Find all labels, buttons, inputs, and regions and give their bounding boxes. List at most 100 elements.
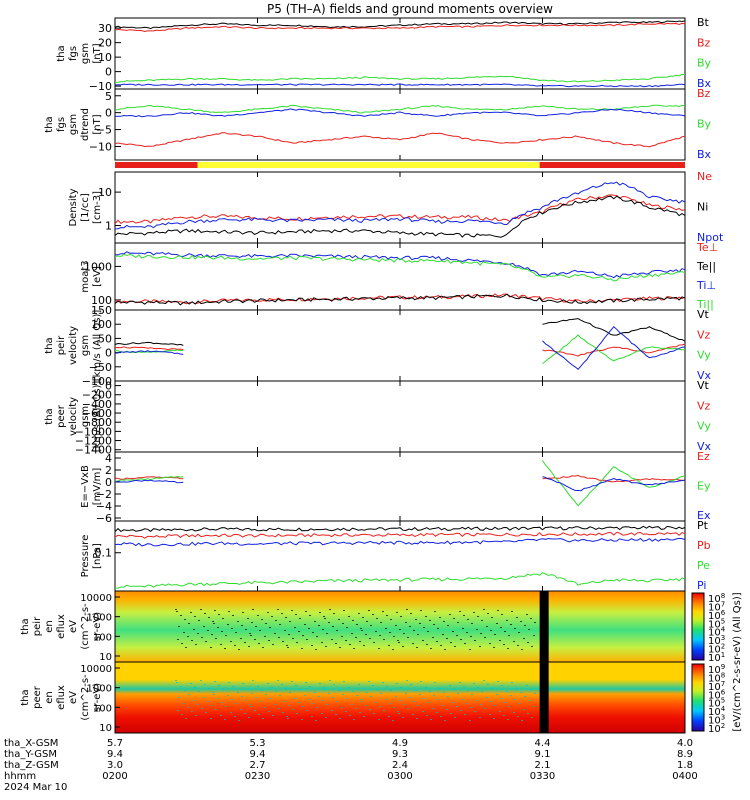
spectrogram-speck bbox=[291, 681, 293, 682]
spectrogram-speck bbox=[361, 701, 363, 702]
spectrogram-speck bbox=[295, 685, 297, 686]
spectrogram-speck bbox=[463, 686, 465, 687]
spectrogram-speck bbox=[298, 702, 300, 703]
spectrogram-speck bbox=[413, 630, 415, 631]
spectrogram-speck bbox=[325, 646, 327, 647]
spectrogram-speck bbox=[281, 613, 283, 614]
spectrogram-speck bbox=[203, 697, 205, 698]
series-line-Ti|| bbox=[114, 253, 686, 282]
spectrogram-speck bbox=[517, 645, 519, 646]
y-tick-label: 0.1 bbox=[95, 547, 113, 560]
spectrogram-speck bbox=[213, 623, 215, 624]
spectrogram-speck bbox=[218, 685, 220, 686]
colorbar-tick-exponent: 8 bbox=[721, 592, 725, 600]
spectrogram-speck bbox=[224, 719, 226, 720]
legend-entry: Npot bbox=[697, 231, 724, 244]
spectrogram-speck bbox=[237, 692, 239, 693]
spectrogram-speck bbox=[489, 714, 491, 715]
panel-peir_eflux: tha peir en eflux eV (cm^2-s-sr-eV)1010010001… bbox=[20, 590, 743, 732]
spectrogram-speck bbox=[201, 637, 203, 638]
spectrogram-speck bbox=[368, 681, 370, 682]
x-axis-row-label: tha_Z-GSM bbox=[4, 760, 59, 771]
spectrogram-speck bbox=[366, 621, 368, 622]
spectrogram-speck bbox=[183, 632, 185, 633]
spectrogram-speck bbox=[261, 690, 263, 691]
spectrogram-speck bbox=[503, 715, 505, 716]
y-tick-label: 100 bbox=[93, 703, 112, 714]
series-line-Pe bbox=[114, 572, 686, 589]
spectrogram-speck bbox=[462, 699, 464, 700]
spectrogram-speck bbox=[265, 694, 267, 695]
legend-entry: Bt bbox=[697, 16, 710, 29]
y-axis-label: dtrend bbox=[80, 108, 91, 141]
colorbar-tick-label: 102 bbox=[708, 722, 725, 735]
spectrogram-speck bbox=[249, 704, 251, 705]
spectrogram-speck bbox=[355, 708, 357, 709]
spectrogram-speck bbox=[389, 703, 391, 704]
spectrogram-speck bbox=[240, 709, 242, 710]
x-tick-label: 4.9 bbox=[392, 738, 408, 749]
spectrogram-speck bbox=[235, 632, 237, 633]
spectrogram-speck bbox=[207, 701, 209, 702]
spectrogram-speck bbox=[420, 681, 422, 682]
spectrogram-speck bbox=[497, 681, 499, 682]
spectrogram-speck bbox=[311, 645, 313, 646]
spectrogram-speck bbox=[390, 619, 392, 620]
y-axis-label: [km/s (All Qs)] bbox=[92, 310, 103, 382]
spectrogram-speck bbox=[375, 631, 377, 632]
spectrogram-speck bbox=[272, 644, 274, 645]
spectrogram-speck bbox=[258, 643, 260, 644]
spectrogram-speck bbox=[183, 703, 185, 704]
spectrogram-speck bbox=[504, 631, 506, 632]
spectrogram-speck bbox=[410, 684, 412, 685]
spectrogram-speck bbox=[389, 632, 391, 633]
series-line-Pb bbox=[114, 531, 686, 539]
spectrogram-speck bbox=[322, 700, 324, 701]
spectrogram-speck bbox=[259, 630, 261, 631]
x-tick-label: 2.1 bbox=[535, 760, 551, 771]
y-axis-label: peir bbox=[32, 616, 43, 636]
spectrogram-speck bbox=[252, 609, 254, 610]
y-axis-label: tha bbox=[44, 337, 55, 353]
spectrogram-speck bbox=[252, 680, 254, 681]
y-tick-label: 1000 bbox=[87, 613, 112, 624]
y-tick-label: 10 bbox=[98, 51, 112, 64]
y-axis-label: fgs bbox=[68, 46, 79, 61]
y-tick-label: −1200 bbox=[75, 435, 112, 448]
x-tick-label: 9.4 bbox=[107, 749, 123, 760]
x-tick-label: 3.0 bbox=[107, 760, 123, 771]
spectrogram-speck bbox=[508, 635, 510, 636]
y-tick-label: 10 bbox=[98, 186, 112, 199]
spectrogram-speck bbox=[397, 640, 399, 641]
spectrogram-speck bbox=[416, 647, 418, 648]
legend-entry: Pb bbox=[697, 539, 711, 552]
spectrogram-speck bbox=[473, 612, 475, 613]
y-axis-label: gsm bbox=[80, 43, 91, 64]
spectrogram-speck bbox=[178, 697, 180, 698]
y-tick-label: −5 bbox=[96, 124, 112, 137]
y-tick-label: 150 bbox=[91, 304, 112, 317]
spectrogram-speck bbox=[372, 685, 374, 686]
y-axis-label: velocity bbox=[68, 397, 79, 436]
series-line-Ex bbox=[114, 476, 686, 492]
spectrogram-speck bbox=[235, 703, 237, 704]
spectrogram-speck bbox=[420, 610, 422, 611]
spectrogram-speck bbox=[254, 710, 256, 711]
spectrogram-speck bbox=[288, 634, 290, 635]
spectrogram-speck bbox=[214, 610, 216, 611]
spectrogram-speck bbox=[274, 704, 276, 705]
spectrogram-speck bbox=[499, 711, 501, 712]
spectrogram-speck bbox=[393, 636, 395, 637]
spectrogram-speck bbox=[363, 645, 365, 646]
spectrogram-speck bbox=[425, 687, 427, 688]
spectrogram-speck bbox=[456, 706, 458, 707]
spectrogram-speck bbox=[316, 707, 318, 708]
spectrogram-speck bbox=[195, 715, 197, 716]
series-line-By bbox=[114, 73, 686, 83]
legend-entry: Te⊥ bbox=[696, 241, 718, 254]
spectrogram-speck bbox=[479, 646, 481, 647]
spectrogram-speck bbox=[331, 639, 333, 640]
panel-peer_eflux: tha peer en eflux eV (cm^2-s-sr-eV) 10 100 1000 1… bbox=[20, 661, 726, 735]
spectrogram-speck bbox=[463, 615, 465, 616]
panel-temperature: moat3 [eV] 100 1000 Te⊥ Te|| Ti⊥ Ti|| bbox=[80, 241, 718, 311]
